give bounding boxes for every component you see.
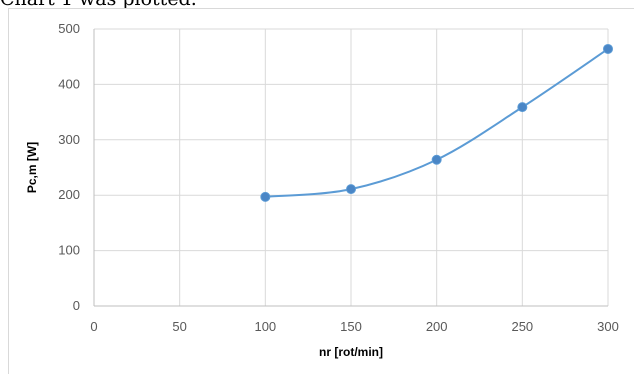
data-points [260,43,613,202]
x-tick-label: 50 [172,319,186,334]
caption-text: Chart 1 was plotted. [0,0,197,12]
y-axis-label: Pc,m [W] [25,142,39,193]
data-point [603,43,613,54]
x-tick-labels: 0 50 100 150 200 250 300 [90,319,618,334]
y-tick-labels: 0 100 200 300 400 500 [58,21,80,313]
y-tick-label: 0 [73,298,80,313]
axes [93,29,608,307]
x-tick-label: 150 [340,319,362,334]
data-point [431,154,442,165]
y-tick-label: 300 [58,132,80,147]
x-tick-label: 100 [254,319,276,334]
x-tick-label: 0 [90,319,97,334]
y-tick-label: 400 [58,76,80,91]
y-tick-label: 100 [58,243,80,258]
x-tick-label: 200 [426,319,448,334]
grid-lines [94,28,609,306]
x-tick-label: 250 [511,319,533,334]
y-tick-label: 500 [58,21,80,36]
chart-area [8,8,634,374]
data-point [517,102,528,113]
data-point [346,184,356,195]
x-tick-label: 300 [597,319,619,334]
y-tick-label: 200 [58,187,80,202]
data-point [260,191,271,202]
x-axis-label: nr [rot/min] [319,345,383,359]
